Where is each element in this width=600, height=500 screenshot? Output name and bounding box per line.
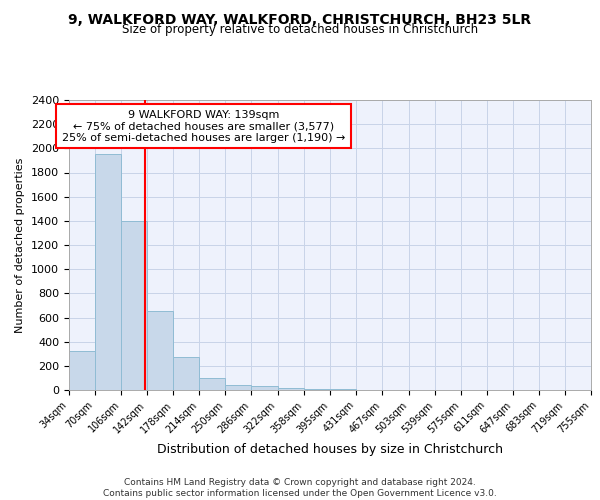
Text: 9 WALKFORD WAY: 139sqm
← 75% of detached houses are smaller (3,577)
25% of semi-: 9 WALKFORD WAY: 139sqm ← 75% of detached… bbox=[62, 110, 346, 143]
Bar bbox=[251, 386, 278, 390]
Text: 9, WALKFORD WAY, WALKFORD, CHRISTCHURCH, BH23 5LR: 9, WALKFORD WAY, WALKFORD, CHRISTCHURCH,… bbox=[68, 12, 532, 26]
Text: Size of property relative to detached houses in Christchurch: Size of property relative to detached ho… bbox=[122, 22, 478, 36]
Text: Contains HM Land Registry data © Crown copyright and database right 2024.
Contai: Contains HM Land Registry data © Crown c… bbox=[103, 478, 497, 498]
Bar bbox=[278, 388, 304, 390]
Y-axis label: Number of detached properties: Number of detached properties bbox=[16, 158, 25, 332]
Bar bbox=[226, 385, 251, 390]
X-axis label: Distribution of detached houses by size in Christchurch: Distribution of detached houses by size … bbox=[157, 443, 503, 456]
Bar bbox=[304, 389, 331, 390]
Bar bbox=[69, 352, 95, 390]
Bar bbox=[173, 358, 199, 390]
Bar bbox=[199, 378, 226, 390]
Bar bbox=[147, 312, 173, 390]
Bar bbox=[121, 221, 147, 390]
Bar bbox=[95, 154, 121, 390]
